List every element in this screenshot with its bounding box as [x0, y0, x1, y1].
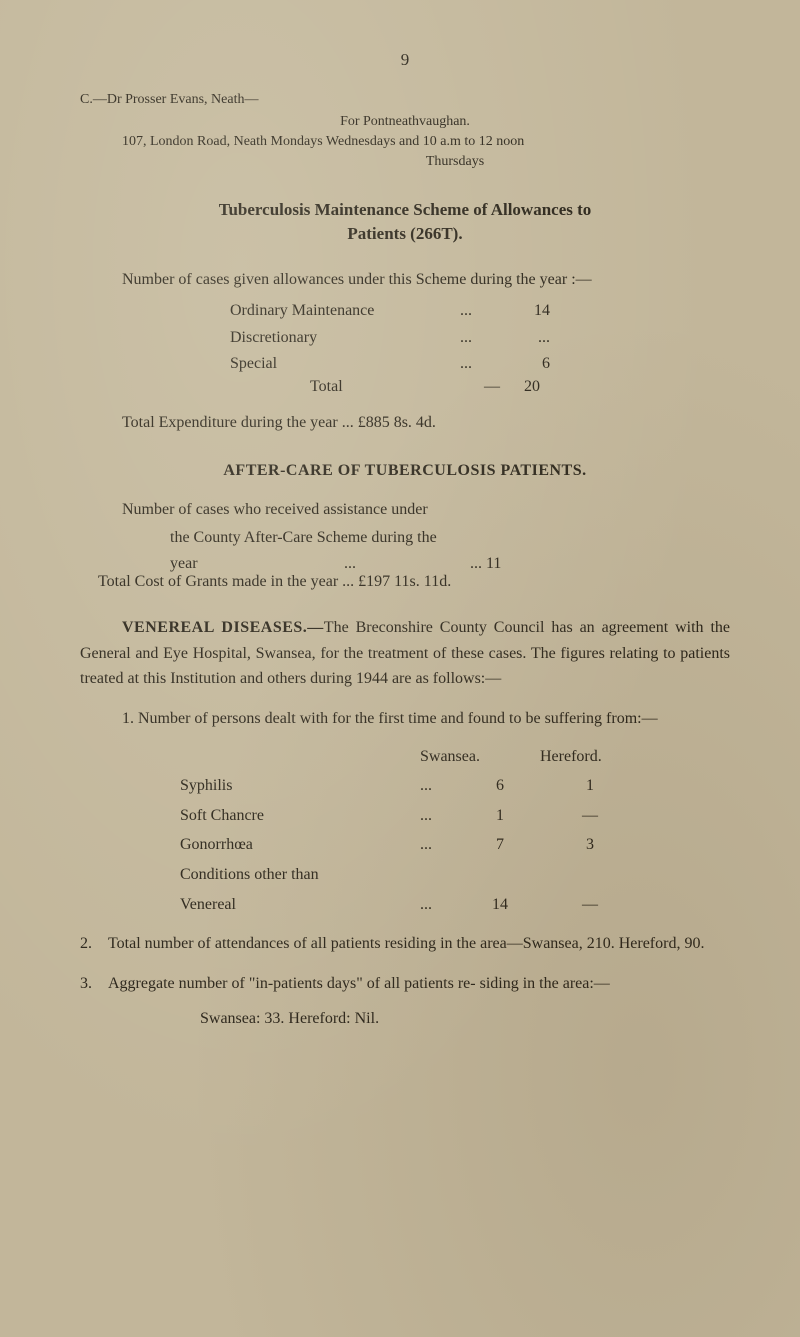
row-label: Venereal: [180, 890, 420, 920]
item-1: 1. Number of persons dealt with for the …: [80, 706, 730, 732]
row-hereford: 1: [540, 771, 640, 801]
total-value: 20: [500, 378, 540, 396]
vd-table: Swansea. Hereford. Syphilis ... 6 1 Soft…: [180, 742, 730, 920]
item-3-body: Aggregate number of "in-patients days" o…: [108, 971, 730, 997]
row-hereford: —: [540, 801, 640, 831]
row-dots: ...: [420, 890, 460, 920]
allowance-dots: ...: [460, 325, 500, 351]
allowance-value: 14: [500, 298, 550, 324]
tb-heading-line1: Tuberculosis Maintenance Scheme of Allow…: [219, 200, 592, 219]
table-row: Syphilis ... 6 1: [180, 771, 730, 801]
table-row: Soft Chancre ... 1 —: [180, 801, 730, 831]
item-2-marker: 2.: [80, 931, 108, 957]
row-label: Conditions other than: [180, 860, 420, 890]
row-hereford: [540, 860, 640, 890]
row-swansea: 7: [460, 830, 540, 860]
year-value: ... 11: [470, 555, 610, 573]
row-dots: [420, 860, 460, 890]
header-spacer: [180, 742, 420, 772]
thursdays-line: Thursdays: [180, 154, 730, 170]
allowance-value: 6: [500, 351, 550, 377]
table-row: Venereal ... 14 —: [180, 890, 730, 920]
row-dots: ...: [420, 801, 460, 831]
allowance-dots: ...: [460, 298, 500, 324]
aftercare-line1: Number of cases who received assistance …: [122, 498, 730, 523]
allowance-list: Ordinary Maintenance ... 14 Discretionar…: [230, 298, 730, 377]
year-label: year: [170, 555, 230, 573]
tb-heading: Tuberculosis Maintenance Scheme of Allow…: [80, 198, 730, 246]
total-dash: —: [430, 378, 500, 396]
allowance-dots: ...: [460, 351, 500, 377]
allowance-value: ...: [500, 325, 550, 351]
for-line: For Pontneathvaughan.: [80, 114, 730, 130]
schedule-line: 107, London Road, Neath Mondays Wednesda…: [122, 134, 730, 150]
aftercare-line2: the County After-Care Scheme during the: [170, 526, 730, 551]
allowance-row: Special ... 6: [230, 351, 730, 377]
allowance-label: Discretionary: [230, 325, 460, 351]
tb-heading-line2: Patients (266T).: [347, 224, 462, 243]
row-swansea: 14: [460, 890, 540, 920]
year-dots: ...: [230, 555, 470, 573]
table-row: Conditions other than: [180, 860, 730, 890]
allowance-label: Ordinary Maintenance: [230, 298, 460, 324]
total-cost-line: Total Cost of Grants made in the year ..…: [98, 573, 730, 591]
expenditure-line: Total Expenditure during the year ... £8…: [80, 414, 730, 432]
aftercare-year-row: year ... ... 11: [170, 555, 730, 573]
table-row: Gonorrhœa ... 7 3: [180, 830, 730, 860]
allowance-label: Special: [230, 351, 460, 377]
item-3: 3. Aggregate number of "in-patients days…: [80, 971, 730, 997]
total-label: Total: [310, 378, 430, 396]
page-number: 9: [80, 50, 730, 70]
item-2: 2. Total number of attendances of all pa…: [80, 931, 730, 957]
row-hereford: —: [540, 890, 640, 920]
final-line: Swansea: 33. Hereford: Nil.: [200, 1010, 730, 1028]
row-hereford: 3: [540, 830, 640, 860]
item-3-marker: 3.: [80, 971, 108, 997]
row-label: Soft Chancre: [180, 801, 420, 831]
author-line: C.—Dr Prosser Evans, Neath—: [80, 92, 730, 108]
row-swansea: [460, 860, 540, 890]
row-dots: ...: [420, 830, 460, 860]
venereal-title: VENEREAL DISEASES.—: [122, 619, 324, 636]
vd-table-header: Swansea. Hereford.: [180, 742, 730, 772]
venereal-para: VENEREAL DISEASES.—The Breconshire Count…: [80, 615, 730, 692]
row-swansea: 6: [460, 771, 540, 801]
row-label: Syphilis: [180, 771, 420, 801]
row-label: Gonorrhœa: [180, 830, 420, 860]
tb-intro-para: Number of cases given allowances under t…: [80, 268, 730, 293]
header-swansea: Swansea.: [420, 742, 540, 772]
row-dots: ...: [420, 771, 460, 801]
allowance-total-row: Total — 20: [230, 378, 730, 396]
header-hereford: Hereford.: [540, 742, 660, 772]
row-swansea: 1: [460, 801, 540, 831]
allowance-row: Ordinary Maintenance ... 14: [230, 298, 730, 324]
aftercare-heading: AFTER-CARE OF TUBERCULOSIS PATIENTS.: [80, 462, 730, 480]
item-2-body: Total number of attendances of all patie…: [108, 931, 730, 957]
allowance-row: Discretionary ... ...: [230, 325, 730, 351]
